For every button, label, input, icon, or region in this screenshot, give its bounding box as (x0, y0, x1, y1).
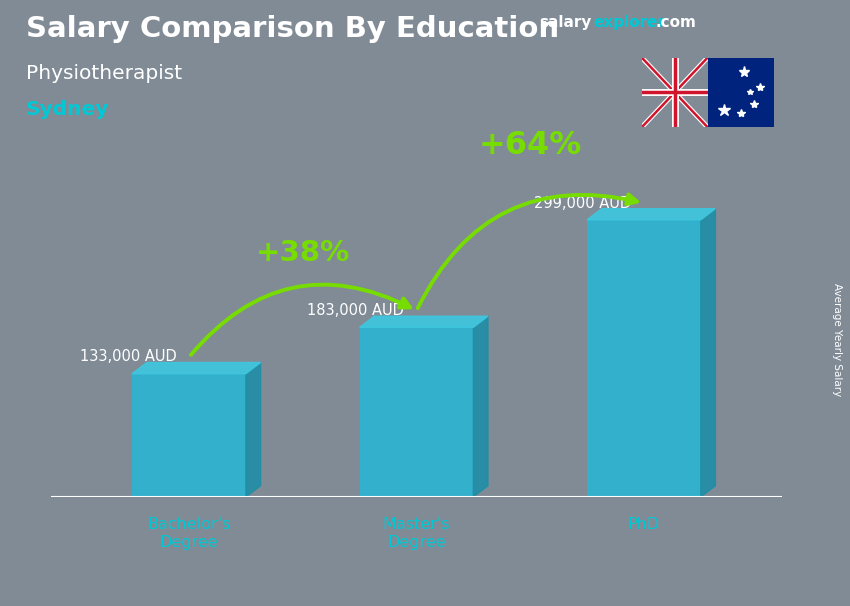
Text: Physiotherapist: Physiotherapist (26, 64, 182, 82)
Text: +38%: +38% (256, 239, 350, 267)
FancyBboxPatch shape (133, 374, 246, 497)
Text: Master's
Degree: Master's Degree (382, 518, 450, 550)
Text: Average Yearly Salary: Average Yearly Salary (832, 283, 842, 396)
Bar (707, 58, 774, 127)
Polygon shape (360, 316, 488, 327)
Text: +64%: +64% (479, 130, 582, 161)
Text: Bachelor's
Degree: Bachelor's Degree (147, 518, 230, 550)
Text: .com: .com (655, 15, 696, 30)
Polygon shape (587, 208, 716, 220)
Text: Salary Comparison By Education: Salary Comparison By Education (26, 15, 558, 43)
Text: explorer: explorer (593, 15, 666, 30)
Text: 133,000 AUD: 133,000 AUD (80, 350, 177, 364)
Text: 299,000 AUD: 299,000 AUD (535, 196, 632, 210)
FancyBboxPatch shape (587, 220, 700, 497)
Text: Sydney: Sydney (26, 100, 109, 119)
Polygon shape (700, 208, 716, 497)
Text: salary: salary (540, 15, 592, 30)
Text: PhD: PhD (628, 518, 660, 532)
Polygon shape (246, 362, 261, 497)
FancyBboxPatch shape (360, 327, 473, 497)
Polygon shape (473, 316, 488, 497)
Polygon shape (133, 362, 261, 374)
Text: 183,000 AUD: 183,000 AUD (307, 303, 404, 318)
